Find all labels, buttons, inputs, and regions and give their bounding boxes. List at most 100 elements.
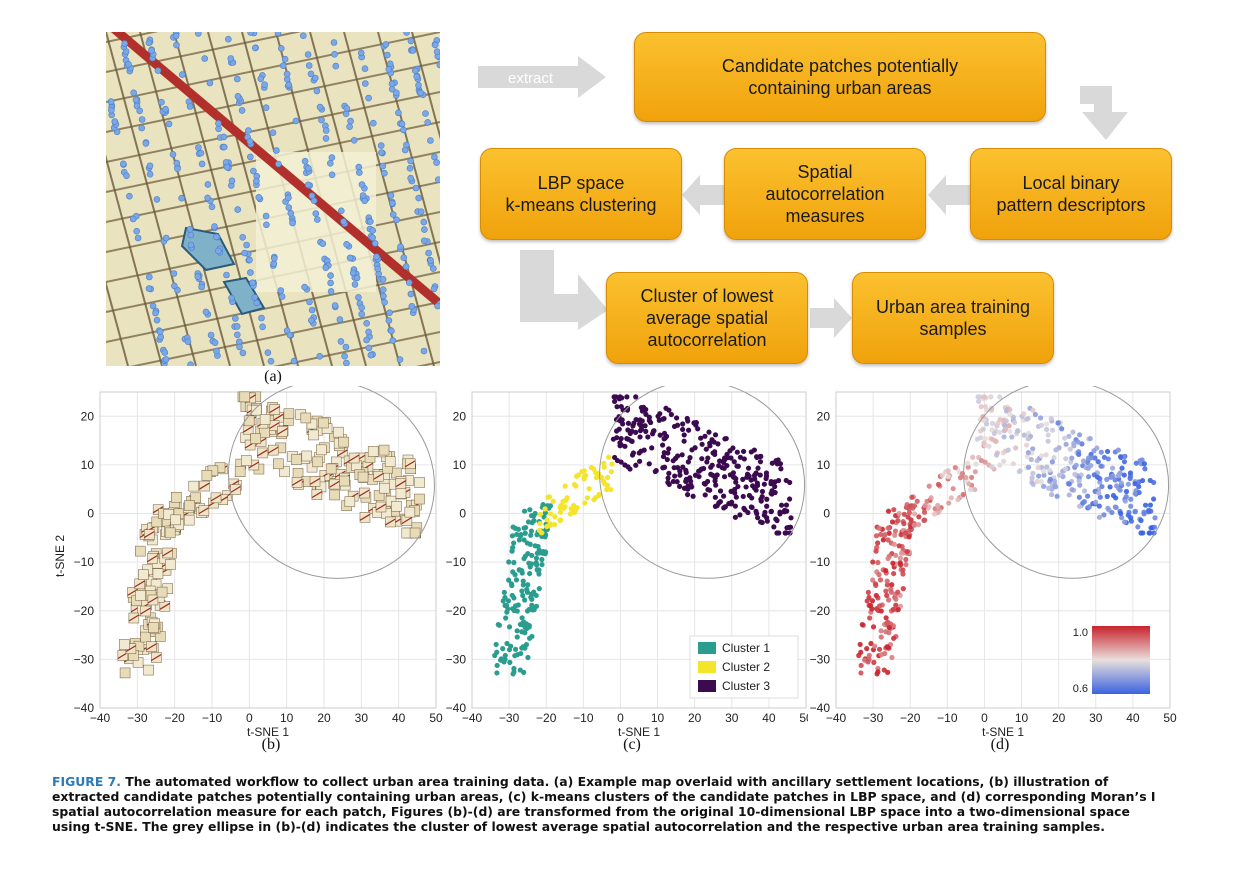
morans-point (873, 533, 880, 539)
morans-point (1002, 426, 1009, 432)
historical-map-image (106, 32, 440, 366)
morans-point (1098, 463, 1104, 469)
morans-point (1081, 458, 1087, 464)
cluster-point (713, 482, 719, 488)
cluster-point (699, 441, 705, 447)
morans-point (1109, 465, 1116, 471)
morans-point (1005, 447, 1011, 453)
morans-point (1054, 493, 1060, 499)
morans-point (856, 652, 862, 659)
y-tick-label: 20 (453, 409, 467, 423)
morans-point (916, 514, 922, 520)
morans-point (895, 518, 901, 524)
cluster-point (536, 571, 542, 577)
morans-point (878, 628, 884, 634)
cluster-point (660, 416, 666, 422)
morans-point (1098, 449, 1104, 455)
morans-point (993, 452, 1000, 458)
cluster-point (493, 641, 499, 648)
cluster-point (702, 433, 708, 439)
legend-swatch (698, 680, 716, 692)
morans-point (922, 517, 928, 523)
cluster-point (784, 525, 790, 531)
morans-point (1025, 450, 1031, 456)
morans-point (886, 597, 892, 603)
morans-point (997, 429, 1003, 435)
morans-point (1044, 421, 1050, 427)
morans-point (900, 571, 906, 577)
morans-point (1125, 481, 1131, 487)
morans-point (1009, 434, 1015, 440)
morans-point (1128, 515, 1134, 521)
cluster-point (581, 468, 587, 474)
cluster-point (542, 506, 548, 512)
cluster-point (547, 511, 554, 517)
morans-point (886, 624, 892, 631)
box-training-samples: Urban area training samples (852, 272, 1054, 364)
morans-point (1066, 492, 1072, 498)
cluster-point (772, 483, 778, 490)
cluster-point (721, 474, 728, 480)
cluster-point (699, 456, 705, 462)
x-tick-label: 40 (1126, 711, 1140, 725)
colorbar (1092, 626, 1150, 694)
morans-point (1118, 480, 1124, 486)
cluster-point (529, 552, 535, 559)
patch-thumbnail (163, 509, 174, 520)
morans-point (1048, 415, 1054, 422)
morans-point (884, 620, 890, 626)
x-tick-label: 20 (1052, 711, 1066, 725)
cluster-point (777, 461, 784, 467)
morans-point (1150, 496, 1157, 502)
patch-thumbnail (391, 500, 402, 512)
patch-road (404, 460, 416, 468)
x-tick-label: 40 (762, 711, 776, 725)
cluster-point (712, 451, 718, 458)
cluster-point (509, 533, 516, 539)
cluster-point (734, 463, 740, 469)
patch-thumbnail (306, 418, 318, 430)
patch-road (348, 454, 360, 462)
morans-point (1036, 473, 1042, 479)
patch-thumbnails (117, 391, 425, 679)
cluster-point (505, 598, 512, 604)
cluster-point (539, 556, 545, 563)
cluster-point (757, 472, 763, 478)
cluster-point (629, 452, 636, 458)
cluster-point (503, 602, 510, 609)
y-tick-label: −10 (446, 555, 467, 569)
cluster-point (660, 453, 667, 460)
patch-thumbnail (184, 500, 195, 511)
morans-point (1025, 464, 1032, 470)
cluster-point (754, 480, 760, 486)
patch-thumbnail (152, 568, 164, 579)
morans-point (906, 510, 912, 516)
cluster-point (657, 432, 663, 438)
patch-thumbnail (291, 454, 302, 465)
cluster-point (508, 581, 515, 587)
morans-point (1123, 493, 1129, 500)
morans-point (1053, 484, 1059, 490)
cluster-point (537, 521, 543, 527)
morans-point (982, 435, 988, 442)
y-tick-label: −30 (74, 652, 95, 666)
morans-point (977, 394, 983, 400)
cluster-point (730, 474, 737, 480)
box-candidate-patches: Candidate patches potentially containing… (634, 32, 1046, 122)
morans-point (1139, 477, 1146, 484)
morans-point (1076, 494, 1082, 500)
cluster-point (529, 602, 535, 608)
cluster-point (668, 411, 674, 418)
morans-point (1007, 428, 1013, 434)
cluster-point (783, 502, 790, 508)
cluster-point (778, 502, 785, 508)
cluster-point (527, 507, 533, 513)
cluster-point (783, 477, 789, 484)
cluster-point (509, 548, 515, 554)
cluster-point (622, 443, 628, 449)
morans-point (1029, 479, 1035, 485)
morans-point (1104, 493, 1110, 500)
morans-point (893, 552, 899, 559)
y-tick-label: −20 (446, 604, 467, 618)
morans-point (1105, 505, 1111, 511)
